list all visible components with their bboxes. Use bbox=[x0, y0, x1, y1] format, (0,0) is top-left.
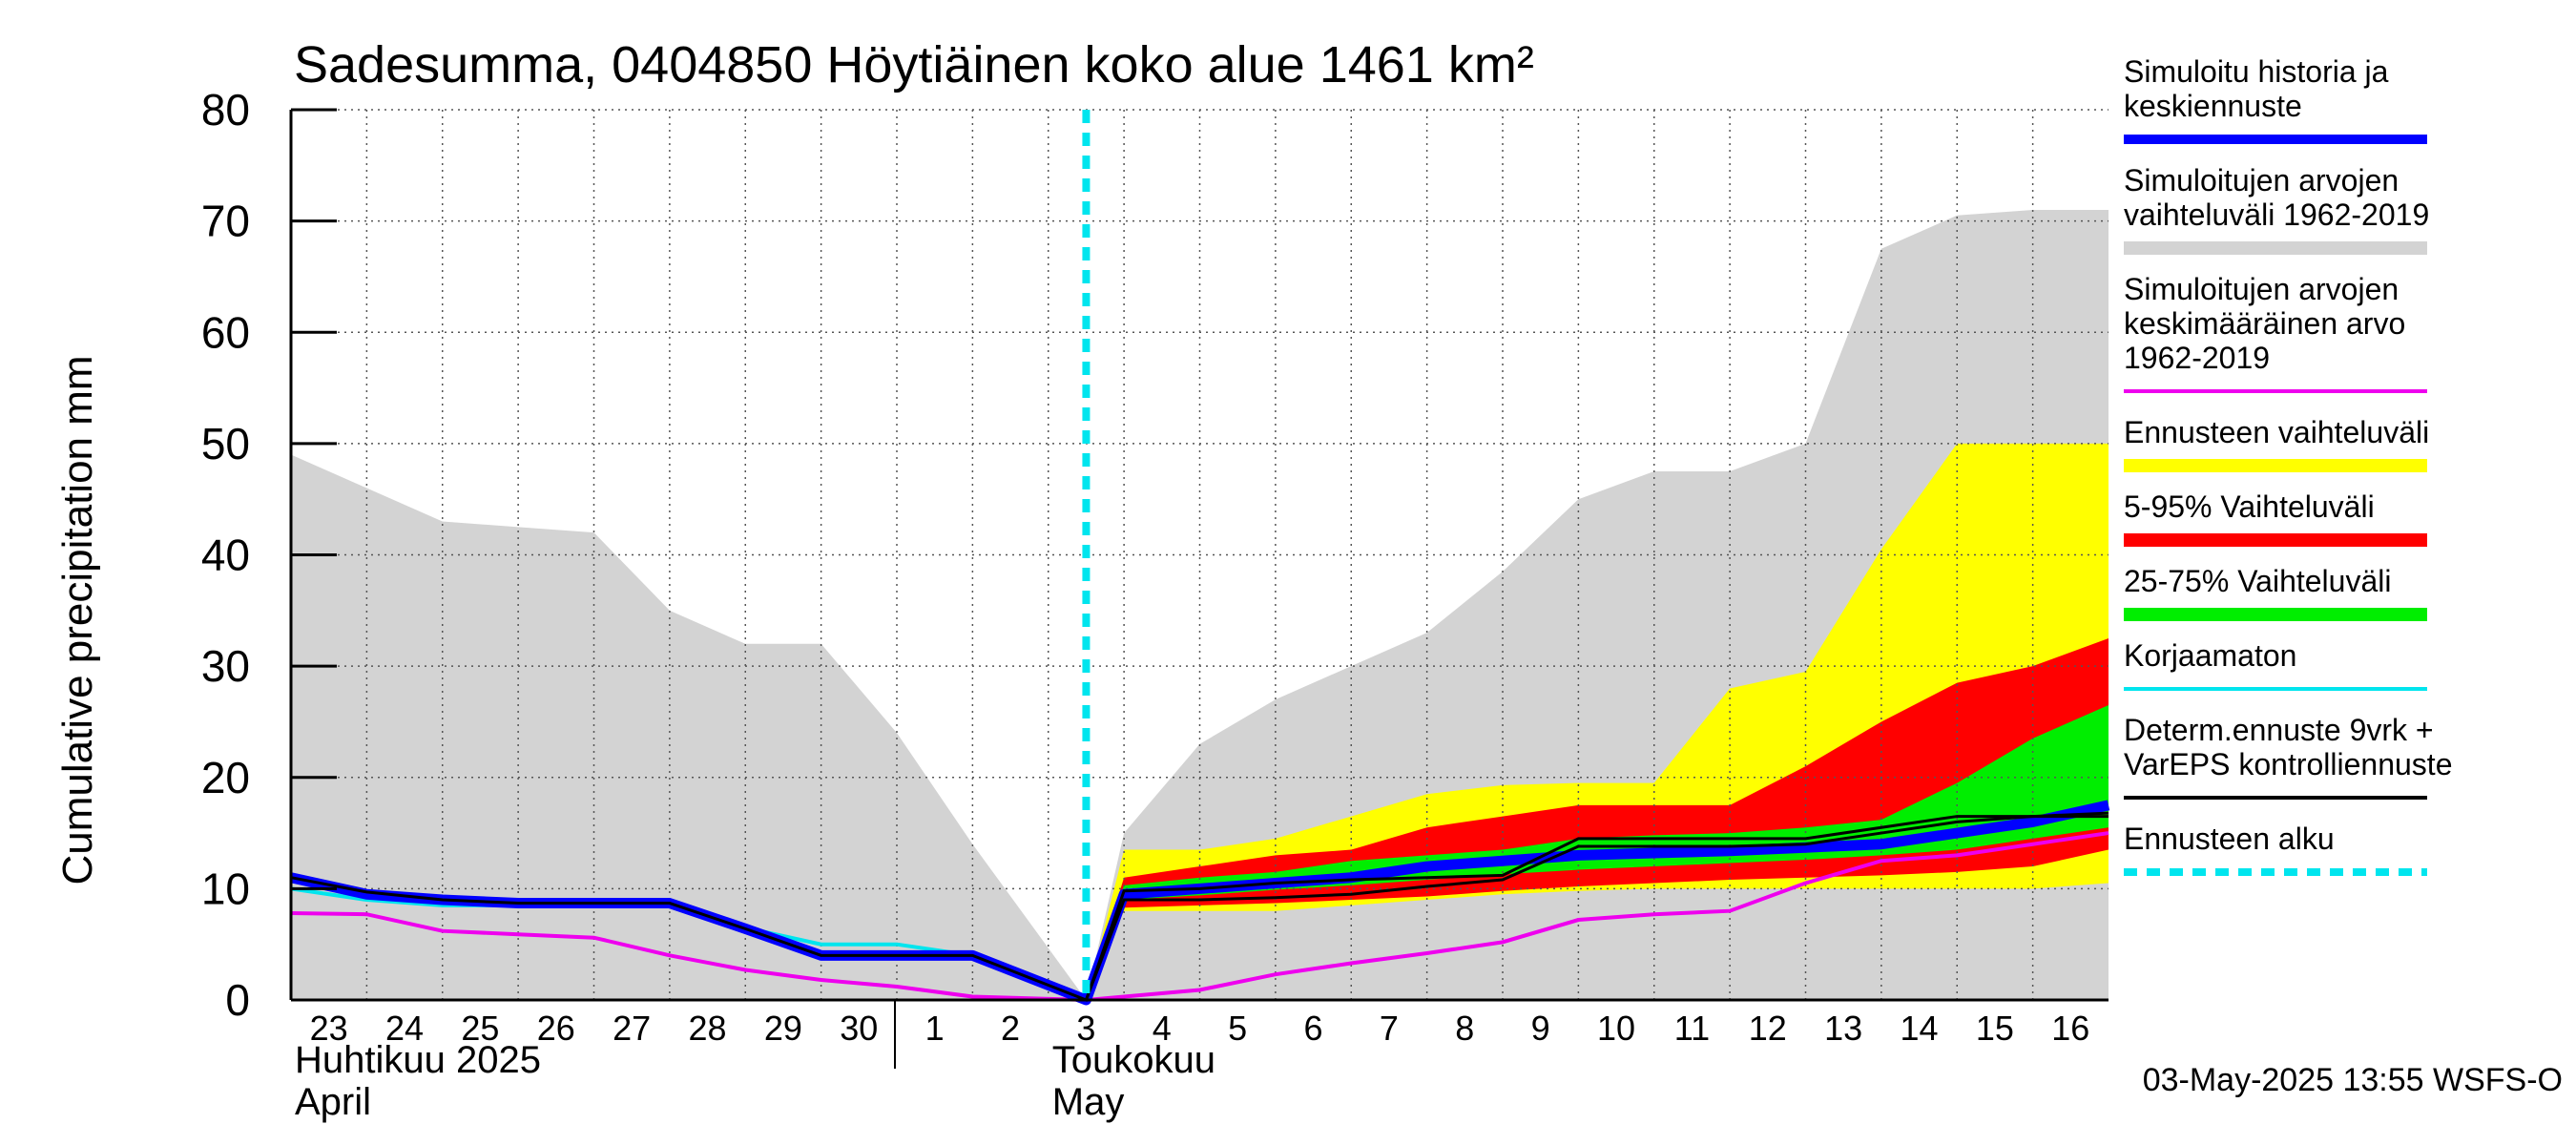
plot-lines bbox=[289, 110, 2110, 1006]
legend-item-determ: Determ.ennuste 9vrk +VarEPS kontrollienn… bbox=[2124, 713, 2452, 800]
x-tick-label: 28 bbox=[689, 1009, 727, 1048]
x-tick-label: 1 bbox=[925, 1009, 945, 1048]
x-tick-label: 29 bbox=[764, 1009, 802, 1048]
y-tick-label: 30 bbox=[201, 641, 250, 691]
legend-label: 5-95% Vaihteluväli bbox=[2124, 489, 2375, 524]
month-label: Huhtikuu 2025 bbox=[295, 1039, 541, 1081]
line-sim-mean bbox=[290, 831, 2109, 1003]
legend-label: 25-75% Vaihteluväli bbox=[2124, 564, 2391, 598]
legend-label: Korjaamaton bbox=[2124, 638, 2296, 673]
legend-label: Determ.ennuste 9vrk + bbox=[2124, 713, 2434, 747]
legend-label: Ennusteen vaihteluväli bbox=[2124, 415, 2429, 449]
legend-label: Simuloitujen arvojen bbox=[2124, 272, 2399, 306]
x-tick-label: 14 bbox=[1901, 1009, 1939, 1048]
legend-swatch bbox=[2124, 241, 2427, 255]
legend-swatch bbox=[2124, 608, 2427, 621]
x-tick-label: 2 bbox=[1001, 1009, 1020, 1048]
y-tick-label: 0 bbox=[225, 975, 250, 1025]
x-tick-label: 7 bbox=[1380, 1009, 1399, 1048]
legend-item-forecast_range: Ennusteen vaihteluväli bbox=[2124, 415, 2429, 472]
y-tick-label: 50 bbox=[201, 419, 250, 468]
legend-label: Simuloitujen arvojen bbox=[2124, 163, 2399, 198]
legend-label: VarEPS kontrolliennuste bbox=[2124, 747, 2452, 781]
band-5-95 bbox=[1086, 637, 2109, 1000]
x-tick-label: 25 bbox=[461, 1009, 499, 1048]
month-label-en: May bbox=[1052, 1081, 1125, 1123]
line-determ bbox=[1085, 811, 2109, 1001]
x-tick-label: 12 bbox=[1749, 1009, 1787, 1048]
legend-item-range_25_75: 25-75% Vaihteluväli bbox=[2124, 564, 2427, 621]
legend-label: 1962-2019 bbox=[2124, 341, 2270, 375]
x-tick-label: 30 bbox=[840, 1009, 878, 1048]
month-label: Toukokuu bbox=[1052, 1039, 1215, 1081]
legend-label: keskiennuste bbox=[2124, 89, 2302, 123]
x-tick-label: 26 bbox=[537, 1009, 575, 1048]
y-tick-labels: 0 10 20 30 40 50 60 70 80 bbox=[201, 85, 250, 1025]
line-determ bbox=[290, 815, 2109, 1002]
x-tick-label: 24 bbox=[385, 1009, 424, 1048]
chart-title: Sadesumma, 0404850 Höytiäinen koko alue … bbox=[294, 36, 1534, 94]
y-tick-label: 20 bbox=[201, 753, 250, 802]
x-tick-label: 9 bbox=[1531, 1009, 1550, 1048]
legend-item-forecast_start: Ennusteen alku bbox=[2124, 822, 2427, 876]
legend: Simuloitu historia jakeskiennusteSimuloi… bbox=[2124, 54, 2452, 876]
x-tick-label: 13 bbox=[1824, 1009, 1862, 1048]
y-tick-label: 60 bbox=[201, 307, 250, 357]
x-tick-label: 5 bbox=[1228, 1009, 1247, 1048]
x-tick-label: 27 bbox=[613, 1009, 651, 1048]
legend-swatch bbox=[2124, 533, 2427, 547]
x-tick-label: 10 bbox=[1597, 1009, 1635, 1048]
x-tick-label: 16 bbox=[2051, 1009, 2089, 1048]
legend-swatch bbox=[2124, 459, 2427, 472]
legend-label: Ennusteen alku bbox=[2124, 822, 2335, 856]
x-tick-labels: 23 24 25 26 27 28 29 30 1 2 3 4 5 6 7 8 9 10 11 12 13 14 15 16 bbox=[310, 1009, 2090, 1048]
y-tick-label: 80 bbox=[201, 85, 250, 135]
legend-item-uncorrected: Korjaamaton bbox=[2124, 638, 2427, 691]
x-tick-label: 11 bbox=[1674, 1009, 1710, 1048]
x-tick-label: 23 bbox=[310, 1009, 348, 1048]
x-tick-label: 15 bbox=[1976, 1009, 2014, 1048]
legend-label: vaihteluväli 1962-2019 bbox=[2124, 198, 2429, 232]
legend-swatch bbox=[2124, 135, 2427, 144]
month-label-en: April bbox=[295, 1081, 371, 1123]
y-tick-label: 70 bbox=[201, 197, 250, 246]
x-tick-label: 4 bbox=[1153, 1009, 1172, 1048]
legend-item-range_5_95: 5-95% Vaihteluväli bbox=[2124, 489, 2427, 547]
y-tick-label: 10 bbox=[201, 864, 250, 913]
timestamp: 03-May-2025 13:55 WSFS-O bbox=[2143, 1062, 2563, 1098]
y-axis-label: Cumulative precipitation mm bbox=[54, 355, 101, 885]
x-tick-label: 3 bbox=[1076, 1009, 1095, 1048]
axes bbox=[289, 108, 2109, 1069]
x-tick-label: 8 bbox=[1455, 1009, 1474, 1048]
legend-label: Simuloitu historia ja bbox=[2124, 54, 2389, 89]
legend-label: keskimääräinen arvo bbox=[2124, 306, 2405, 341]
x-tick-label: 6 bbox=[1304, 1009, 1323, 1048]
y-tick-label: 40 bbox=[201, 531, 250, 580]
